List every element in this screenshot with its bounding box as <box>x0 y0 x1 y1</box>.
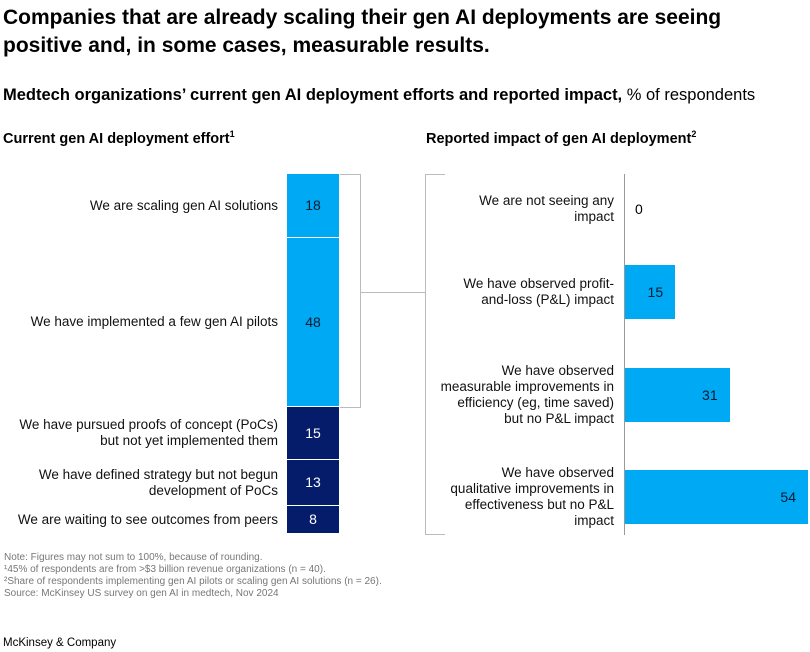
left-title-sup: 1 <box>229 129 235 139</box>
bracket-vertical <box>360 174 361 408</box>
bracket-connector <box>360 292 425 293</box>
impact-label: We have observed profit-and-loss (P&L) i… <box>463 276 614 307</box>
bar-value: 54 <box>780 489 796 505</box>
impact-label: We are not seeing any impact <box>479 193 614 224</box>
impact-bar: 0 <box>624 182 664 236</box>
subtitle-unit: % of respondents <box>622 86 756 104</box>
impact-bar: 54 <box>624 470 808 524</box>
right-bracket-top <box>425 174 445 175</box>
stacked-segment: 8 <box>287 505 339 534</box>
bar-value: 0 <box>635 201 643 217</box>
category-label: We are waiting to see outcomes from peer… <box>17 511 278 527</box>
segment-value: 48 <box>305 313 321 330</box>
category-label: We have implemented a few gen AI pilots <box>30 314 278 330</box>
right-bracket-vertical <box>425 174 426 535</box>
bar-value: 15 <box>647 284 664 300</box>
right-title-text: Reported impact of gen AI deployment <box>426 130 692 147</box>
left-title-text: Current gen AI deployment effort <box>3 130 230 147</box>
left-panel-title: Current gen AI deployment effort1 <box>3 129 235 147</box>
stacked-segment: 18 <box>287 174 339 238</box>
impact-label: We have observed qualitative improvement… <box>450 465 614 528</box>
impact-bar: 15 <box>624 265 676 319</box>
footnote-1: ¹45% of respondents are from >$3 billion… <box>4 564 326 575</box>
bracket-bottom <box>340 407 360 408</box>
right-title-sup: 2 <box>691 129 697 139</box>
source: Source: McKinsey US survey on gen AI in … <box>4 588 279 599</box>
right-axis-line <box>624 174 625 535</box>
segment-value: 18 <box>305 197 321 214</box>
stacked-segment: 13 <box>287 459 339 506</box>
segment-value: 15 <box>305 424 321 441</box>
right-panel-title: Reported impact of gen AI deployment2 <box>426 129 696 147</box>
chart-title: Companies that are already scaling their… <box>3 6 722 57</box>
bar-value: 31 <box>702 387 718 403</box>
impact-label: We have observed measurable improvements… <box>440 363 614 426</box>
stacked-segment: 15 <box>287 406 339 460</box>
brand-logo: McKinsey & Company <box>3 637 117 649</box>
subtitle-bold: Medtech organizations’ current gen AI de… <box>3 86 623 104</box>
note: Note: Figures may not sum to 100%, becau… <box>4 552 263 563</box>
footnote-2: ²Share of respondents implementing gen A… <box>4 576 382 587</box>
category-label: We are scaling gen AI solutions <box>89 197 278 213</box>
category-label: We have pursued proofs of concept (PoCs)… <box>19 417 278 449</box>
right-bracket-bottom <box>425 534 445 535</box>
segment-value: 8 <box>309 511 317 528</box>
footnotes: Note: Figures may not sum to 100%, becau… <box>4 552 382 600</box>
segment-value: 13 <box>305 474 321 491</box>
chart-subtitle: Medtech organizations’ current gen AI de… <box>3 86 755 105</box>
bracket-top <box>340 174 360 175</box>
category-label: We have defined strategy but not begun d… <box>38 466 278 498</box>
stacked-segment: 48 <box>287 237 339 407</box>
impact-bar: 31 <box>624 368 730 422</box>
